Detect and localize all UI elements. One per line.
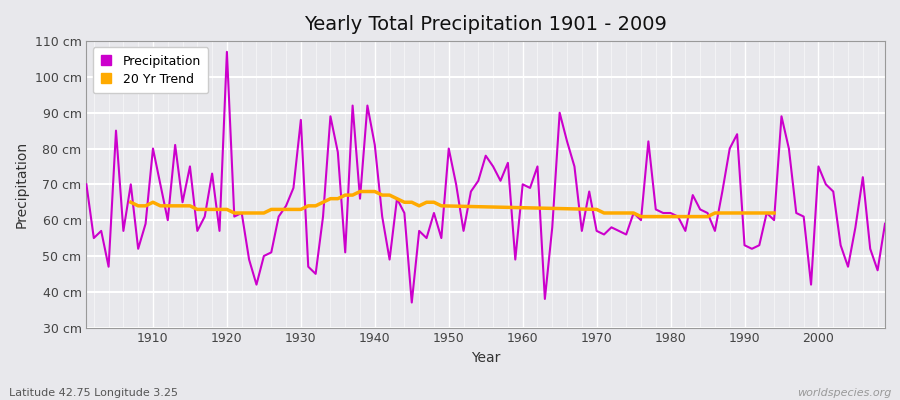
Text: Latitude 42.75 Longitude 3.25: Latitude 42.75 Longitude 3.25 <box>9 388 178 398</box>
Y-axis label: Precipitation: Precipitation <box>15 141 29 228</box>
Legend: Precipitation, 20 Yr Trend: Precipitation, 20 Yr Trend <box>93 47 209 93</box>
Title: Yearly Total Precipitation 1901 - 2009: Yearly Total Precipitation 1901 - 2009 <box>304 15 667 34</box>
Text: worldspecies.org: worldspecies.org <box>796 388 891 398</box>
X-axis label: Year: Year <box>471 351 500 365</box>
